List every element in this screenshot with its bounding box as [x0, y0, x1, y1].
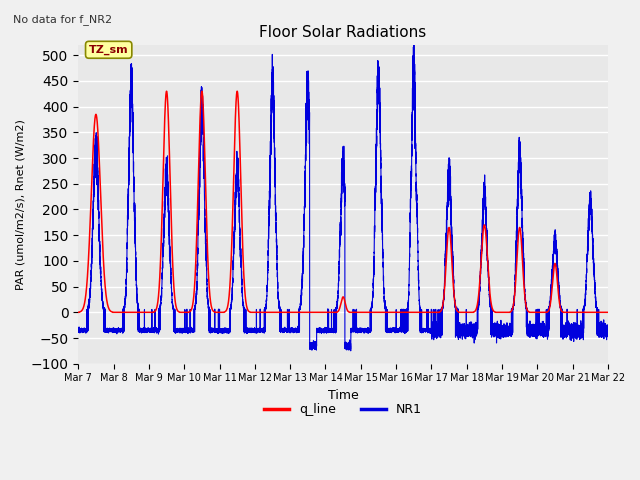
NR1 — [603, 322, 611, 328]
NR1 — [550, 253, 557, 259]
q_line — [534, 310, 542, 315]
Text: No data for f_NR2: No data for f_NR2 — [13, 14, 112, 25]
NR1 — [312, 343, 320, 349]
NR1 — [410, 36, 417, 42]
Line: q_line: q_line — [78, 91, 608, 312]
NR1 — [74, 328, 82, 334]
Title: Floor Solar Radiations: Floor Solar Radiations — [259, 24, 427, 39]
Y-axis label: PAR (umol/m2/s), Rnet (W/m2): PAR (umol/m2/s), Rnet (W/m2) — [15, 119, 25, 290]
q_line — [597, 310, 605, 315]
q_line — [312, 310, 320, 315]
q_line — [604, 310, 612, 315]
Text: TZ_sm: TZ_sm — [89, 45, 129, 55]
NR1 — [604, 333, 612, 339]
NR1 — [535, 326, 543, 332]
NR1 — [413, 197, 420, 203]
Line: NR1: NR1 — [78, 39, 608, 351]
Legend: q_line, NR1: q_line, NR1 — [259, 398, 427, 421]
NR1 — [597, 332, 605, 338]
q_line — [413, 310, 420, 315]
X-axis label: Time: Time — [328, 389, 358, 402]
q_line — [549, 271, 557, 277]
q_line — [163, 88, 170, 94]
q_line — [74, 310, 82, 315]
NR1 — [347, 348, 355, 354]
q_line — [603, 310, 611, 315]
